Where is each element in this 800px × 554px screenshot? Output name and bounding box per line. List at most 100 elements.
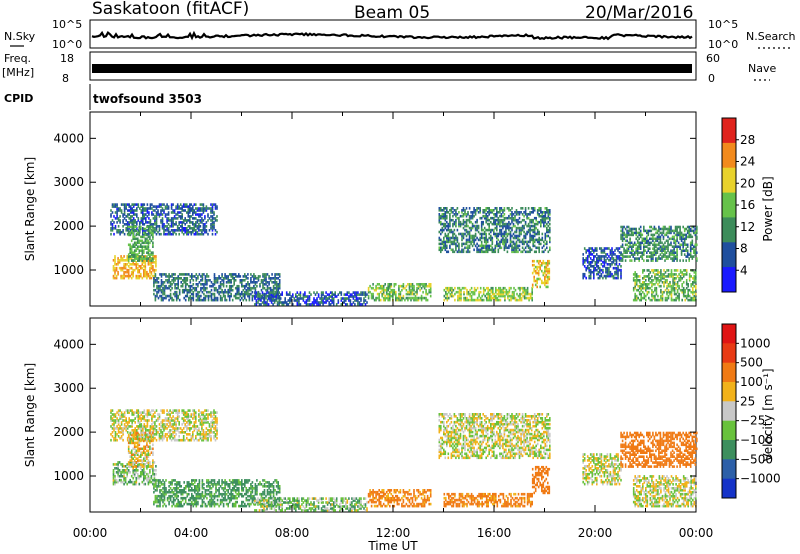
scatter-cell	[114, 257, 116, 260]
scatter-cell	[496, 242, 498, 246]
scatter-cell	[136, 221, 138, 224]
scatter-cell	[113, 227, 115, 230]
scatter-cell	[695, 275, 697, 278]
scatter-cell	[195, 203, 197, 206]
scatter-cell	[500, 234, 503, 238]
scatter-cell	[117, 421, 120, 424]
scatter-cell	[133, 235, 136, 239]
scatter-cell	[473, 292, 476, 296]
scatter-cell	[375, 284, 377, 288]
scatter-cell	[497, 244, 500, 248]
scatter-cell	[242, 288, 245, 292]
scatter-cell	[381, 284, 383, 288]
scatter-cell	[623, 251, 625, 254]
scatter-cell	[676, 229, 678, 233]
scatter-cell	[209, 294, 211, 298]
scatter-cell	[630, 245, 633, 248]
scatter-cell	[166, 286, 169, 290]
scatter-cell	[459, 222, 462, 226]
scatter-cell	[635, 227, 637, 231]
scatter-cell	[168, 281, 170, 284]
scatter-cell	[630, 233, 633, 237]
scatter-cell	[617, 274, 619, 278]
scatter-cell	[674, 229, 677, 233]
scatter-cell	[635, 294, 638, 298]
scatter-cell	[179, 207, 182, 210]
scatter-cell	[248, 296, 251, 300]
scatter-cell	[458, 242, 460, 246]
scatter-cell	[142, 230, 144, 234]
scatter-cell	[160, 213, 162, 216]
scatter-cell	[169, 219, 171, 222]
scatter-cell	[189, 288, 192, 292]
scatter-cell	[669, 292, 671, 296]
scatter-cell	[650, 253, 653, 256]
scatter-cell	[219, 281, 222, 284]
scatter-cell	[632, 249, 634, 252]
scatter-cell	[142, 431, 144, 434]
scatter-cell	[676, 253, 678, 256]
scatter-cell	[687, 288, 689, 292]
scatter-cell	[634, 294, 636, 298]
scatter-cell	[530, 211, 533, 214]
scatter-cell	[423, 296, 426, 300]
scatter-cell	[593, 276, 595, 280]
scatter-cell	[511, 226, 513, 230]
scatter-cell	[537, 273, 540, 277]
scatter-cell	[664, 225, 666, 229]
scatter-cell	[216, 298, 219, 302]
scatter-cell	[506, 240, 509, 244]
scatter-cell	[201, 203, 203, 206]
scatter-cell	[504, 298, 506, 302]
scatter-cell	[227, 277, 229, 280]
scatter-cell	[438, 220, 441, 224]
scatter-cell	[221, 279, 223, 282]
scatter-cell	[119, 219, 121, 222]
scatter-cell	[478, 298, 480, 302]
scatter-cell	[265, 294, 267, 298]
scatter-cell	[263, 279, 266, 282]
scatter-cell	[649, 237, 651, 241]
scatter-cell	[458, 250, 460, 254]
scatter-cell	[522, 290, 524, 294]
scatter-cell	[165, 286, 167, 290]
scatter-cell	[488, 224, 490, 228]
scatter-cell	[490, 298, 493, 302]
scatter-cell	[627, 245, 630, 248]
scatter-cell	[138, 225, 141, 229]
scatter-cell	[194, 275, 196, 278]
scatter-cell	[224, 298, 226, 302]
scatter-cell	[154, 423, 156, 426]
scatter-cell	[156, 292, 158, 296]
scatter-cell	[129, 211, 132, 214]
scatter-cell	[543, 214, 545, 218]
scatter-cell	[452, 211, 454, 214]
scatter-cell	[133, 253, 136, 256]
scatter-cell	[151, 419, 153, 422]
scatter-cell	[266, 281, 269, 284]
scatter-cell	[507, 292, 509, 296]
scatter-cell	[163, 425, 165, 428]
scatter-cell	[129, 255, 131, 258]
scatter-cell	[384, 296, 386, 300]
scatter-cell	[114, 266, 116, 270]
scatter-cell	[547, 214, 550, 218]
scatter-cell	[546, 216, 548, 220]
scatter-cell	[275, 273, 278, 276]
scatter-cell	[603, 251, 606, 254]
scatter-cell	[635, 279, 638, 282]
scatter-cell	[674, 257, 677, 260]
scatter-cell	[455, 246, 457, 250]
scatter-cell	[197, 294, 199, 298]
scatter-cell	[511, 296, 514, 300]
scatter-cell	[176, 211, 179, 214]
scatter-cell	[535, 238, 537, 242]
scatter-cell	[174, 277, 176, 280]
scatter-cell	[363, 301, 365, 304]
scatter-cell	[304, 291, 306, 294]
scatter-cell	[152, 266, 154, 270]
scatter-cell	[146, 425, 149, 428]
scatter-cell	[272, 291, 274, 294]
scatter-cell	[485, 228, 487, 232]
scatter-cell	[447, 234, 450, 238]
